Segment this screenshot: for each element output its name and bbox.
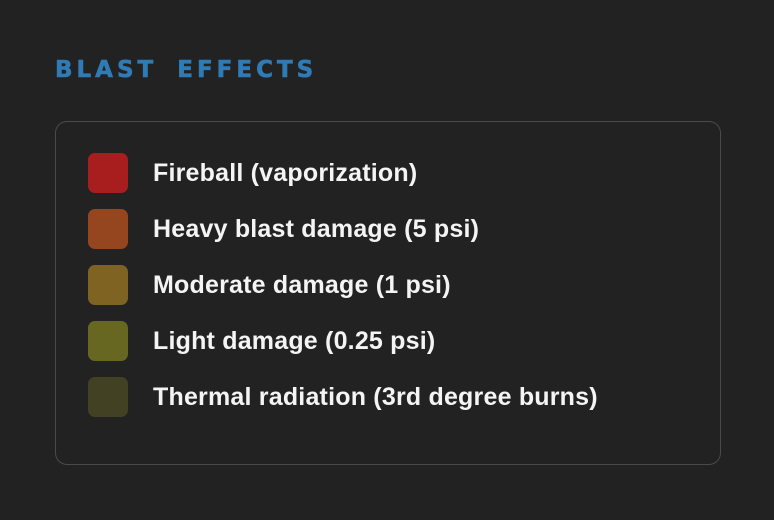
legend-swatch — [88, 377, 128, 417]
legend-label: Heavy blast damage (5 psi) — [153, 214, 480, 243]
legend-label: Light damage (0.25 psi) — [153, 326, 436, 355]
legend-title: BLAST EFFECTS — [55, 57, 318, 84]
legend-swatch — [88, 321, 128, 361]
legend-label: Thermal radiation (3rd degree burns) — [153, 382, 598, 411]
legend-item-thermal-radiation: Thermal radiation (3rd degree burns) — [88, 377, 598, 417]
legend-item-fireball: Fireball (vaporization) — [88, 153, 598, 193]
legend-panel: Fireball (vaporization) Heavy blast dama… — [55, 121, 721, 465]
legend-swatch — [88, 209, 128, 249]
legend-swatch — [88, 153, 128, 193]
legend-item-moderate-damage: Moderate damage (1 psi) — [88, 265, 598, 305]
legend-label: Fireball (vaporization) — [153, 158, 418, 187]
legend-item-heavy-blast: Heavy blast damage (5 psi) — [88, 209, 598, 249]
legend-label: Moderate damage (1 psi) — [153, 270, 451, 299]
legend-list: Fireball (vaporization) Heavy blast dama… — [88, 153, 598, 417]
legend-item-light-damage: Light damage (0.25 psi) — [88, 321, 598, 361]
legend-swatch — [88, 265, 128, 305]
